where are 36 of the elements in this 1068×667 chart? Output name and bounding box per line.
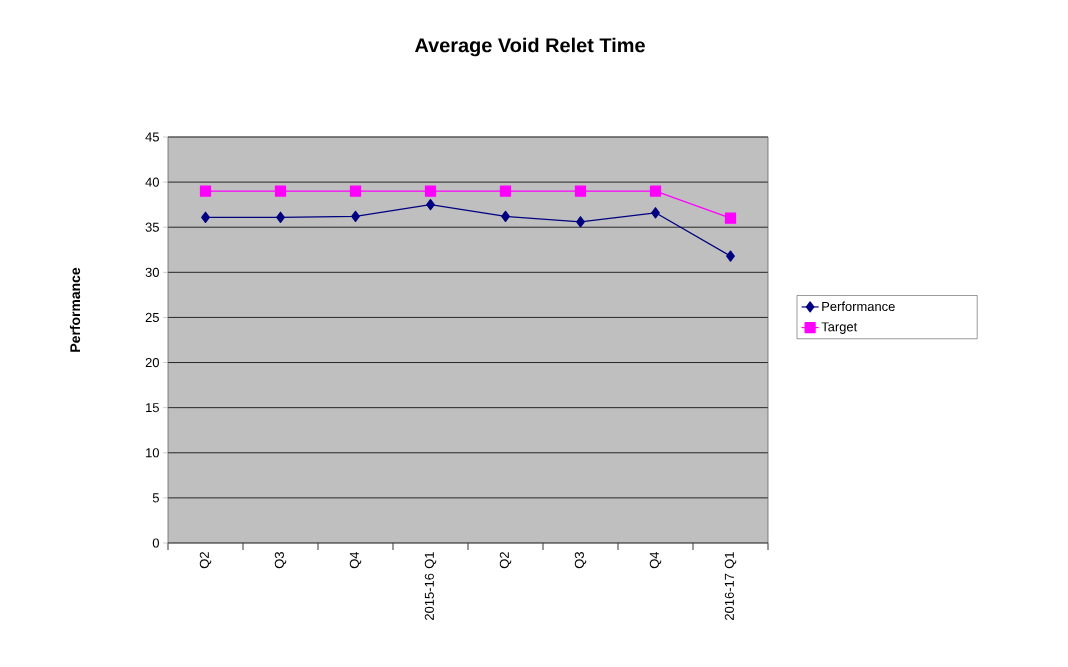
point <box>574 185 587 197</box>
x-tick-label: Q3 <box>274 552 287 569</box>
x-tick-label: 2015-16 Q1 <box>424 552 437 620</box>
point <box>726 250 735 262</box>
y-tick-label: 10 <box>146 448 159 458</box>
chart-title: Average Void Relet Time <box>414 37 645 57</box>
point <box>349 185 362 197</box>
y-tick-label: 35 <box>145 222 159 232</box>
y-axis-title: Performance <box>69 267 81 352</box>
y-tick-label: 0 <box>152 538 159 548</box>
point <box>201 211 210 223</box>
x-tick-label: Q4 <box>649 551 662 569</box>
y-tick-label: 40 <box>145 177 159 187</box>
point <box>276 211 285 223</box>
y-tick-label: 15 <box>146 403 159 413</box>
point <box>274 185 287 197</box>
x-tick-label: Q2 <box>199 552 212 569</box>
x-tick-label: Q3 <box>574 552 587 569</box>
point <box>424 185 437 197</box>
point <box>724 212 737 224</box>
point <box>426 199 435 211</box>
point <box>649 185 662 197</box>
point <box>651 207 660 219</box>
x-tick-label: 2016-17 Q1 <box>724 552 737 620</box>
x-tick-label: Q2 <box>499 552 512 569</box>
y-tick-label: 20 <box>145 357 159 368</box>
y-tick-label: 5 <box>152 493 159 503</box>
y-tick-label: 45 <box>145 132 159 142</box>
legend-label: Performance <box>822 301 895 312</box>
legend-label: Target <box>821 322 858 334</box>
x-tick-label: Q4 <box>349 551 362 569</box>
point <box>499 185 512 197</box>
y-tick-label: 25 <box>145 312 159 323</box>
y-tick-label: 30 <box>145 267 159 277</box>
point <box>199 185 212 197</box>
point <box>576 216 585 228</box>
